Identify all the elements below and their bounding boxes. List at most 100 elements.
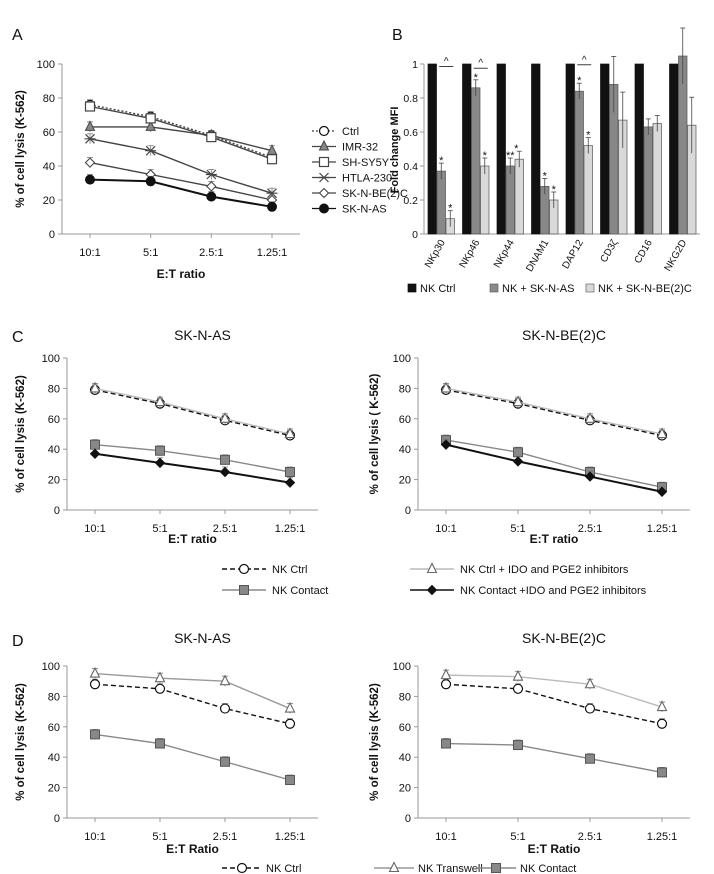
x-tick-label: 1.25:1 bbox=[647, 831, 678, 843]
data-point bbox=[84, 101, 96, 112]
y-tick-label: 80 bbox=[43, 93, 55, 105]
bar bbox=[574, 90, 584, 235]
y-tick-label: 20 bbox=[399, 783, 411, 795]
series-nk-contact bbox=[441, 738, 667, 778]
legend-marker bbox=[238, 563, 250, 575]
caret-mark: ^ bbox=[444, 57, 449, 68]
x-tick-label: 5:1 bbox=[152, 523, 167, 535]
data-point bbox=[206, 132, 217, 143]
data-point bbox=[89, 679, 101, 690]
data-point bbox=[220, 756, 230, 767]
bar bbox=[514, 158, 524, 235]
data-point bbox=[440, 439, 452, 450]
chart-B: 0 0.2 0.4 0.6 0.8 1 Fold change MFI B NKp30 NKp46… bbox=[389, 27, 700, 274]
x-tick-label: 10:1 bbox=[435, 523, 456, 535]
data-point bbox=[84, 120, 96, 131]
y-tick-label: 40 bbox=[399, 752, 411, 764]
y-tick-label: 20 bbox=[399, 475, 411, 487]
legend-label: SK-N-BE(2)C bbox=[342, 188, 408, 200]
bar bbox=[496, 63, 506, 235]
y-tick-label: 20 bbox=[48, 783, 60, 795]
y-tick-label: 80 bbox=[399, 691, 411, 703]
legend-label: NK + SK-N-AS bbox=[502, 283, 574, 295]
legend-marker bbox=[318, 187, 330, 199]
data-point bbox=[584, 412, 596, 423]
y-tick-label: 40 bbox=[48, 752, 60, 764]
series-line bbox=[94, 443, 291, 473]
data-point bbox=[285, 775, 295, 785]
y-axis-label: % of cell lysis (K-562) bbox=[369, 683, 381, 801]
bar bbox=[505, 165, 515, 235]
legend-B: NK Ctrl NK + SK-N-AS NK + SK-N-BE(2)C bbox=[407, 283, 692, 295]
series-line bbox=[445, 443, 663, 493]
series-sh-sy5y bbox=[84, 101, 278, 165]
x-tick-label: CD3ζ bbox=[599, 237, 621, 264]
series-line bbox=[94, 389, 291, 437]
x-tick-label: 2.5:1 bbox=[578, 831, 602, 843]
y-tick-label: 20 bbox=[43, 195, 55, 207]
bar bbox=[583, 145, 593, 235]
series-line bbox=[445, 439, 663, 488]
legend-label: NK + SK-N-BE(2)C bbox=[598, 283, 692, 295]
data-point bbox=[219, 703, 231, 714]
legend-label: IMR-32 bbox=[342, 142, 378, 154]
y-tick-label: 100 bbox=[37, 59, 55, 71]
x-tick-label: 5:1 bbox=[152, 831, 167, 843]
bar bbox=[462, 63, 472, 235]
y-tick-label: 80 bbox=[48, 383, 60, 395]
data-point bbox=[584, 677, 596, 689]
x-tick-label: 2.5:1 bbox=[199, 247, 223, 259]
chart-A: 0 20 40 60 80 100 10:1 5:1 2.5:1 1.25:1 E:T ratio%… bbox=[12, 27, 300, 281]
legend-A: Ctrl IMR-32 SH-SY5Y HTLA-230 SK-N-BE(2)C SK-N… bbox=[312, 125, 408, 216]
chart-title: SK-N-BE(2)C bbox=[522, 327, 606, 343]
data-point bbox=[90, 729, 100, 740]
data-point bbox=[85, 174, 95, 185]
y-axis-label: % of cell lysis ( K-562) bbox=[369, 373, 381, 494]
series-nk-ctrl-ido-and-pge2-inhibitors bbox=[89, 381, 296, 439]
data-point bbox=[84, 133, 96, 144]
series-line bbox=[445, 387, 663, 435]
y-tick-label: 80 bbox=[48, 691, 60, 703]
x-axis-label: E:T ratio bbox=[168, 532, 217, 546]
data-point bbox=[145, 176, 156, 187]
legend-label: HTLA-230 bbox=[342, 173, 392, 185]
series-nk-contact-ido-and-pge2-inhibitors bbox=[89, 448, 296, 488]
legend-swatch bbox=[407, 283, 417, 293]
panel-letter: A bbox=[12, 27, 23, 44]
x-tick-label: 5:1 bbox=[510, 523, 525, 535]
series-line bbox=[94, 733, 291, 781]
series-nk-contact bbox=[441, 434, 667, 493]
data-point bbox=[154, 671, 166, 683]
y-tick-label: 1 bbox=[412, 59, 418, 71]
series-line bbox=[90, 126, 273, 152]
y-axis-label: % of cell lysis (K-562) bbox=[15, 375, 27, 493]
legend-marker bbox=[318, 172, 330, 183]
data-point bbox=[266, 154, 278, 165]
data-point bbox=[513, 740, 523, 751]
data-point bbox=[154, 457, 166, 469]
chart-D2: 0 20 40 60 80 100 10:1 5:1 2.5:1 1.25:1 E:T Ratio%… bbox=[369, 630, 690, 856]
y-tick-label: 0.6 bbox=[403, 127, 418, 139]
significance-mark: * bbox=[552, 184, 557, 196]
y-tick-label: 0 bbox=[405, 813, 411, 825]
x-tick-label: 10:1 bbox=[84, 831, 105, 843]
panel-letter: D bbox=[12, 633, 24, 650]
x-axis-label: E:T ratio bbox=[157, 267, 206, 281]
data-point bbox=[219, 466, 231, 478]
x-tick-label: DNAM1 bbox=[524, 238, 551, 274]
data-point bbox=[154, 683, 166, 694]
bar bbox=[634, 63, 644, 235]
series-line bbox=[94, 672, 291, 710]
series-line bbox=[445, 674, 663, 708]
caret-mark: ^ bbox=[582, 55, 587, 66]
data-point bbox=[656, 700, 668, 712]
series-sk-n-be-2-c bbox=[84, 157, 278, 206]
x-axis-label: E:T Ratio bbox=[166, 842, 219, 856]
data-point bbox=[656, 486, 668, 497]
x-axis-label: E:T Ratio bbox=[528, 842, 581, 856]
y-tick-label: 60 bbox=[399, 722, 411, 734]
y-tick-label: 60 bbox=[48, 414, 60, 426]
data-point bbox=[440, 679, 452, 690]
x-tick-label: 1.25:1 bbox=[647, 523, 678, 535]
